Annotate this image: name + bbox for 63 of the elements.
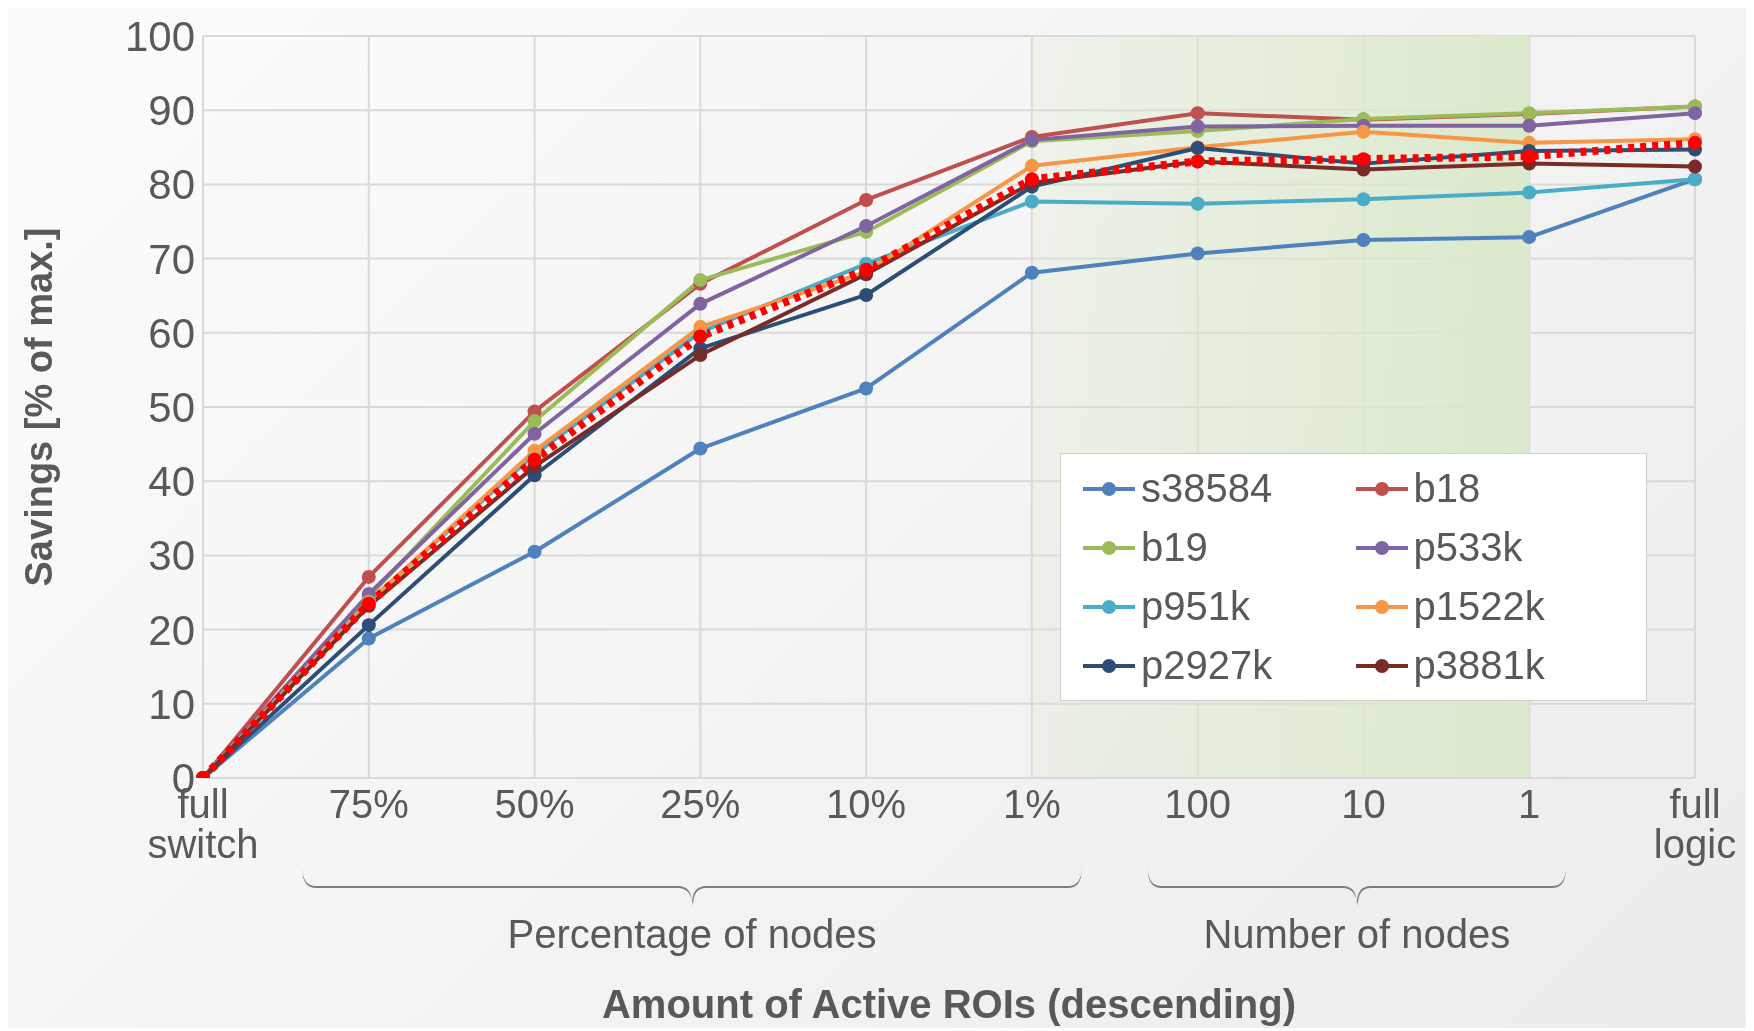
point bbox=[1522, 185, 1537, 200]
point bbox=[693, 348, 708, 363]
point bbox=[859, 218, 874, 233]
x-tick-label: 10 bbox=[1341, 782, 1386, 826]
y-tick-label: 100 bbox=[124, 12, 195, 60]
y-tick-label: 10 bbox=[148, 680, 195, 728]
point bbox=[1356, 152, 1371, 167]
legend-label: p951k bbox=[1141, 584, 1250, 629]
y-tick-label: 20 bbox=[148, 606, 195, 654]
legend-label: p2927k bbox=[1141, 643, 1273, 688]
point bbox=[1356, 124, 1371, 139]
point bbox=[1024, 265, 1039, 280]
y-tick-label: 50 bbox=[148, 383, 195, 431]
y-tick-label: 40 bbox=[148, 458, 195, 506]
point bbox=[693, 296, 708, 311]
point bbox=[859, 381, 874, 396]
point bbox=[1522, 230, 1537, 245]
point bbox=[527, 426, 542, 441]
point bbox=[693, 441, 708, 456]
text: Percentage of nodes bbox=[507, 912, 877, 956]
point bbox=[1024, 194, 1039, 209]
point bbox=[1190, 119, 1205, 134]
point bbox=[1688, 159, 1702, 174]
x-tick-label: full logic bbox=[1653, 782, 1737, 866]
point bbox=[1522, 149, 1537, 164]
y-tick-label: 70 bbox=[148, 235, 195, 283]
x-tick-label: 1 bbox=[1518, 782, 1541, 826]
point bbox=[693, 329, 708, 344]
y-tick-label: 90 bbox=[148, 87, 195, 135]
point bbox=[361, 569, 376, 584]
point bbox=[1190, 106, 1205, 121]
legend-label: b18 bbox=[1413, 466, 1481, 511]
text: Number of nodes bbox=[1203, 912, 1511, 956]
x-tick-label: 100 bbox=[1164, 782, 1232, 826]
point bbox=[361, 631, 376, 646]
y-axis-title: Savings [% of max.] bbox=[18, 227, 60, 587]
x-axis-title: Amount of Active ROIs (descending) bbox=[601, 982, 1297, 1026]
y-tick-label: 30 bbox=[148, 532, 195, 580]
point bbox=[527, 544, 542, 559]
x-tick-label: 10% bbox=[826, 782, 907, 826]
legend-label: p1522k bbox=[1413, 584, 1545, 629]
legend-label: p3881k bbox=[1413, 643, 1545, 688]
y-tick-label: 80 bbox=[148, 161, 195, 209]
x-tick-label: 25% bbox=[660, 782, 741, 826]
point bbox=[1356, 233, 1371, 248]
legend-label: b19 bbox=[1141, 525, 1208, 570]
point bbox=[527, 414, 542, 429]
point bbox=[361, 618, 376, 633]
point bbox=[1190, 246, 1205, 261]
x-tick-label: 1% bbox=[1002, 782, 1061, 826]
x-tick-label: 50% bbox=[494, 782, 575, 826]
point bbox=[1688, 106, 1702, 121]
x-tick-label: 75% bbox=[328, 782, 409, 826]
point bbox=[1522, 118, 1537, 133]
legend-label: p533k bbox=[1413, 525, 1523, 570]
point bbox=[1190, 196, 1205, 211]
point bbox=[1024, 158, 1039, 173]
legend-label: s38584 bbox=[1141, 466, 1273, 511]
y-tick-label: 60 bbox=[148, 309, 195, 357]
point bbox=[527, 452, 542, 467]
point bbox=[859, 192, 874, 207]
point bbox=[1356, 192, 1371, 207]
point bbox=[859, 287, 874, 302]
